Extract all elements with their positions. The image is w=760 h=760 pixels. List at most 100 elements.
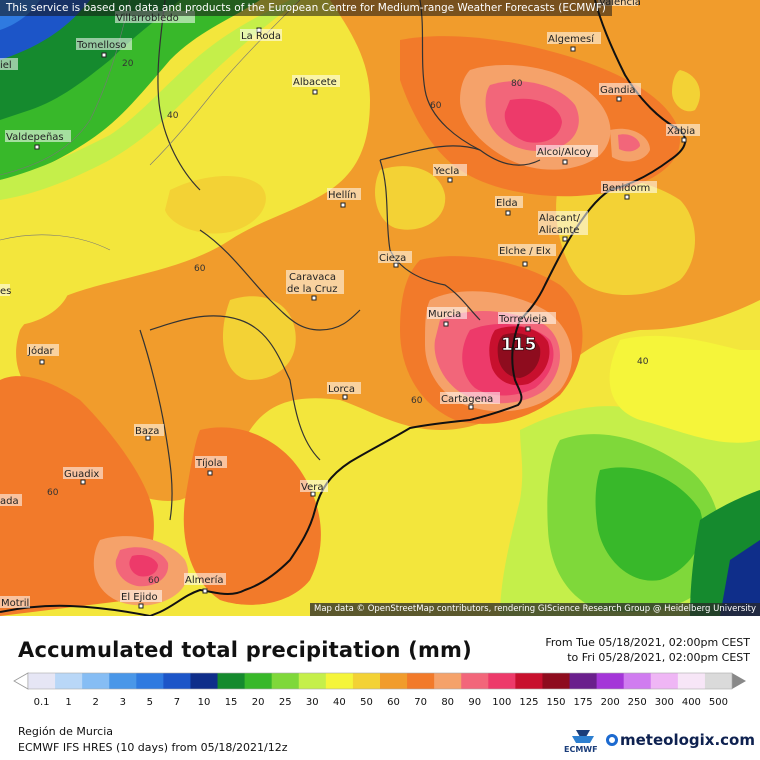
period-from: From Tue 05/18/2021, 02:00pm CEST	[545, 636, 750, 649]
legend-tick-label: 150	[546, 697, 566, 708]
city-cieza: Cieza	[378, 251, 412, 268]
svg-text:Albacete: Albacete	[293, 77, 337, 88]
contour-label: 40	[167, 111, 179, 121]
svg-text:Xàbia: Xàbia	[667, 125, 695, 137]
svg-text:Valencia: Valencia	[599, 0, 641, 8]
svg-text:El Ejido: El Ejido	[121, 592, 158, 603]
svg-text:Valdepeñas: Valdepeñas	[6, 132, 64, 143]
meteologix-logo[interactable]: meteologix.com	[606, 731, 755, 749]
city-elche: Elche / Elx	[498, 244, 556, 267]
legend-swatch	[650, 673, 679, 689]
province-borders	[139, 0, 541, 521]
city-el-ejido: El Ejido	[120, 590, 162, 609]
precipitation-map[interactable]: 20 40 60 80 60 60 40 60 60 115 Villarrob…	[0, 0, 760, 616]
legend-swatch	[298, 673, 327, 689]
city-jaen-edge: es	[0, 284, 11, 297]
city-jodar: Jódar	[27, 344, 59, 365]
svg-text:ada: ada	[0, 496, 19, 507]
city-valdepenas: Valdepeñas	[5, 130, 71, 150]
svg-text:Yecla: Yecla	[433, 166, 459, 177]
city-hellin: Hellín	[327, 188, 361, 208]
legend-tick-label: 70	[414, 697, 427, 708]
legend-arrow-right	[732, 673, 746, 689]
map-attribution[interactable]: Map data © OpenStreetMap contributors, r…	[310, 603, 760, 616]
legend-swatch	[352, 673, 381, 689]
legend-tick-label: 25	[278, 697, 292, 708]
svg-text:Tíjola: Tíjola	[195, 457, 223, 469]
legend-swatch	[407, 673, 435, 689]
legend-tick-label: 250	[627, 697, 647, 708]
svg-text:Elche / Elx: Elche / Elx	[499, 246, 551, 257]
city-albacete: Albacete	[292, 75, 340, 95]
legend-swatch	[596, 673, 625, 689]
meteologix-icon	[606, 734, 618, 746]
legend-arrow-left	[13, 672, 29, 690]
legend-tick-label: 500	[708, 697, 728, 708]
svg-text:Elda: Elda	[496, 198, 518, 209]
ecmwf-logo[interactable]	[562, 728, 604, 758]
legend-tick-label: 175	[573, 697, 593, 708]
legend-swatch	[271, 673, 300, 689]
svg-text:Lorca: Lorca	[328, 384, 355, 395]
svg-text:Alcoi/Alcoy: Alcoi/Alcoy	[537, 147, 592, 158]
city-yecla: Yecla	[433, 164, 467, 183]
contour-label: 60	[47, 488, 59, 498]
legend-tick-label: 1	[65, 697, 72, 708]
legend-swatch	[623, 673, 652, 689]
city-markers: Villarrobledo Tomelloso La Roda Valencia…	[0, 0, 700, 609]
svg-text:Hellín: Hellín	[328, 189, 356, 201]
svg-text:Guadix: Guadix	[64, 469, 99, 480]
legend-swatch	[380, 673, 408, 689]
legend-tick-label: 10	[197, 697, 211, 708]
legend-swatch	[542, 673, 571, 689]
svg-text:iel: iel	[0, 60, 12, 71]
city-ciudad-real-edge: iel	[0, 58, 18, 71]
contour-label-group: 20 40 60 80 60 60 40 60 60	[47, 59, 649, 586]
city-gandia: Gandia	[599, 83, 641, 102]
city-baza: Baza	[134, 424, 164, 441]
svg-text:de la Cruz: de la Cruz	[287, 284, 337, 295]
contour-label: 40	[637, 357, 649, 367]
svg-text:Gandia: Gandia	[600, 85, 635, 96]
svg-text:Baza: Baza	[135, 426, 159, 437]
svg-text:La Roda: La Roda	[241, 31, 281, 42]
legend-tick-label: 20	[251, 697, 265, 708]
legend-tick-label: 15	[224, 697, 238, 708]
legend-border	[27, 672, 733, 690]
legend-tick-label: 50	[360, 697, 373, 708]
legend-tick-label: 30	[305, 697, 319, 708]
svg-text:Algemesí: Algemesí	[548, 33, 595, 45]
legend-tick-label: 7	[173, 697, 181, 708]
svg-text:Murcia: Murcia	[428, 309, 461, 320]
chart-title: Accumulated total precipitation (mm)	[18, 638, 472, 662]
contour-label: 80	[511, 79, 523, 89]
city-granada-edge: ada	[0, 494, 22, 507]
color-legend	[13, 672, 746, 690]
city-torrevieja: Torrevieja	[498, 312, 556, 332]
svg-text:Alicante: Alicante	[539, 225, 579, 236]
contour-label: 20	[122, 59, 134, 69]
city-valencia: Valencia	[598, 0, 641, 8]
city-tomelloso: Tomelloso	[76, 38, 132, 58]
svg-text:Vera: Vera	[301, 482, 323, 493]
region-label: Región de Murcia	[18, 725, 113, 738]
legend-tick-label: 0.1	[33, 697, 50, 708]
legend-tick-label: 2	[92, 697, 99, 708]
contour-label: 60	[194, 264, 206, 274]
city-guadix: Guadix	[63, 467, 103, 485]
city-vera: Vera	[300, 480, 328, 497]
legend-swatch	[515, 673, 543, 689]
model-label: ECMWF IFS HRES (10 days) from 05/18/2021…	[18, 741, 288, 754]
legend-swatch	[488, 673, 516, 689]
svg-text:Motril: Motril	[1, 598, 29, 609]
city-lorca: Lorca	[327, 382, 361, 400]
svg-text:Almería: Almería	[185, 574, 224, 586]
svg-text:Torrevieja: Torrevieja	[498, 314, 547, 325]
city-xabia: Xàbia	[666, 124, 700, 143]
contour-label: 60	[148, 576, 160, 586]
contour-label: 60	[430, 101, 442, 111]
svg-text:Benidorm: Benidorm	[602, 183, 650, 194]
legend-tick-label: 125	[519, 697, 539, 708]
city-la-roda: La Roda	[240, 27, 282, 42]
